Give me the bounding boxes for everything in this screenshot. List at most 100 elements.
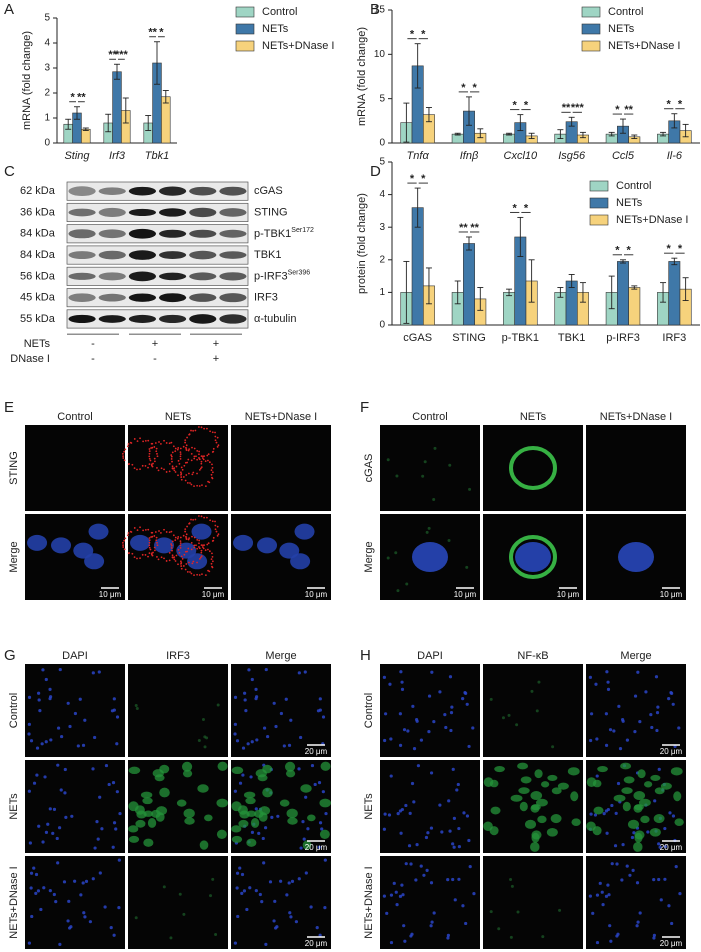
dapi-nucleus: [112, 821, 117, 825]
panel-letter: F: [360, 399, 369, 416]
kda-label: 84 kDa: [20, 228, 56, 240]
error-bar: [506, 132, 513, 136]
faint-signal: [501, 716, 505, 720]
stained-cell: [597, 765, 608, 773]
dapi-nucleus: [615, 862, 619, 866]
sting-puncta: [200, 460, 203, 463]
blot-band: [189, 207, 217, 218]
dapi-nucleus: [235, 871, 240, 875]
faint-signal: [507, 713, 511, 717]
error-bar: [568, 116, 575, 127]
sting-puncta: [160, 556, 163, 559]
stained-cell: [490, 806, 501, 815]
sting-puncta: [216, 525, 219, 528]
stained-cell: [285, 769, 296, 778]
bar: [617, 261, 629, 326]
sting-puncta: [142, 529, 145, 532]
dapi-nucleus: [446, 878, 450, 882]
sting-puncta: [214, 528, 217, 531]
y-tick-label: 3: [379, 222, 385, 233]
dapi-nucleus: [595, 940, 600, 945]
dapi-nucleus: [258, 892, 262, 897]
dapi-nucleus: [243, 698, 247, 702]
dapi-nucleus: [43, 775, 47, 779]
blot-band: [68, 251, 96, 259]
sting-puncta: [193, 546, 196, 549]
dapi-nucleus: [68, 724, 72, 729]
sting-puncta: [199, 556, 202, 559]
sting-puncta: [211, 451, 214, 453]
panel-letter: E: [4, 399, 14, 416]
faint-signal: [425, 530, 429, 534]
dapi-nucleus: [268, 880, 273, 884]
error-bar: [114, 63, 120, 80]
dapi-nucleus: [235, 739, 240, 743]
bar: [161, 96, 171, 144]
error-bar: [425, 107, 432, 123]
y-tick-label: 5: [379, 157, 385, 168]
sting-puncta: [188, 448, 191, 450]
error-bar: [620, 259, 626, 264]
sting-puncta: [206, 454, 209, 457]
dapi-nucleus: [48, 687, 52, 691]
dapi-nucleus: [438, 690, 442, 694]
significance-label: *: [421, 173, 426, 185]
sting-puncta: [148, 457, 151, 460]
stained-cell: [530, 791, 543, 801]
legend-label: Control: [616, 180, 651, 192]
sting-puncta: [168, 442, 171, 445]
stained-cell: [627, 819, 640, 829]
blot-band: [98, 250, 126, 260]
dapi-nucleus: [635, 881, 640, 885]
sting-puncta: [212, 536, 215, 539]
sting-puncta: [122, 544, 125, 547]
sting-puncta: [189, 571, 191, 573]
sting-puncta: [141, 553, 144, 556]
stained-cell: [302, 840, 312, 850]
micrograph: [128, 514, 228, 600]
sting-puncta: [163, 528, 165, 531]
sting-puncta: [155, 539, 158, 542]
nucleus: [290, 553, 311, 570]
x-tick-label: p-TBK1: [502, 332, 539, 344]
sting-puncta: [197, 515, 200, 517]
stained-cell: [531, 832, 540, 843]
sting-puncta: [136, 440, 139, 443]
x-tick-label: Tbk1: [145, 150, 169, 162]
dapi-nucleus: [317, 781, 322, 785]
blot-band: [98, 272, 126, 281]
significance-label: *: [159, 27, 164, 39]
blot-frame: [66, 288, 249, 308]
stained-cell: [653, 813, 665, 824]
sting-puncta: [163, 468, 165, 471]
dapi-nucleus: [250, 740, 254, 744]
sting-puncta: [180, 478, 183, 481]
sting-puncta: [211, 520, 214, 523]
stained-cell: [592, 826, 602, 836]
faint-signal: [551, 745, 555, 749]
scale-bar-label: 10 μm: [202, 590, 225, 599]
column-title: Control: [57, 411, 92, 423]
sting-puncta: [201, 457, 204, 459]
stained-cell: [593, 806, 604, 815]
dapi-nucleus: [408, 811, 412, 815]
sting-puncta: [171, 465, 174, 468]
stained-cell: [128, 825, 139, 833]
stained-cell: [216, 798, 228, 808]
column-title: Merge: [620, 650, 651, 662]
dapi-nucleus: [294, 920, 298, 924]
stained-cell: [489, 826, 499, 836]
dapi-nucleus: [451, 842, 455, 846]
dapi-nucleus: [612, 729, 616, 733]
dapi-nucleus: [233, 732, 237, 736]
faint-signal: [423, 460, 427, 464]
dapi-nucleus: [604, 743, 609, 748]
significance-label: *: [461, 82, 466, 94]
condition-label: NETs: [24, 338, 51, 350]
dapi-nucleus: [40, 742, 44, 746]
faint-signal: [201, 717, 205, 721]
faint-signal: [209, 894, 213, 898]
sting-puncta: [165, 442, 168, 444]
sting-puncta: [201, 484, 203, 487]
dapi-nucleus: [591, 911, 595, 915]
